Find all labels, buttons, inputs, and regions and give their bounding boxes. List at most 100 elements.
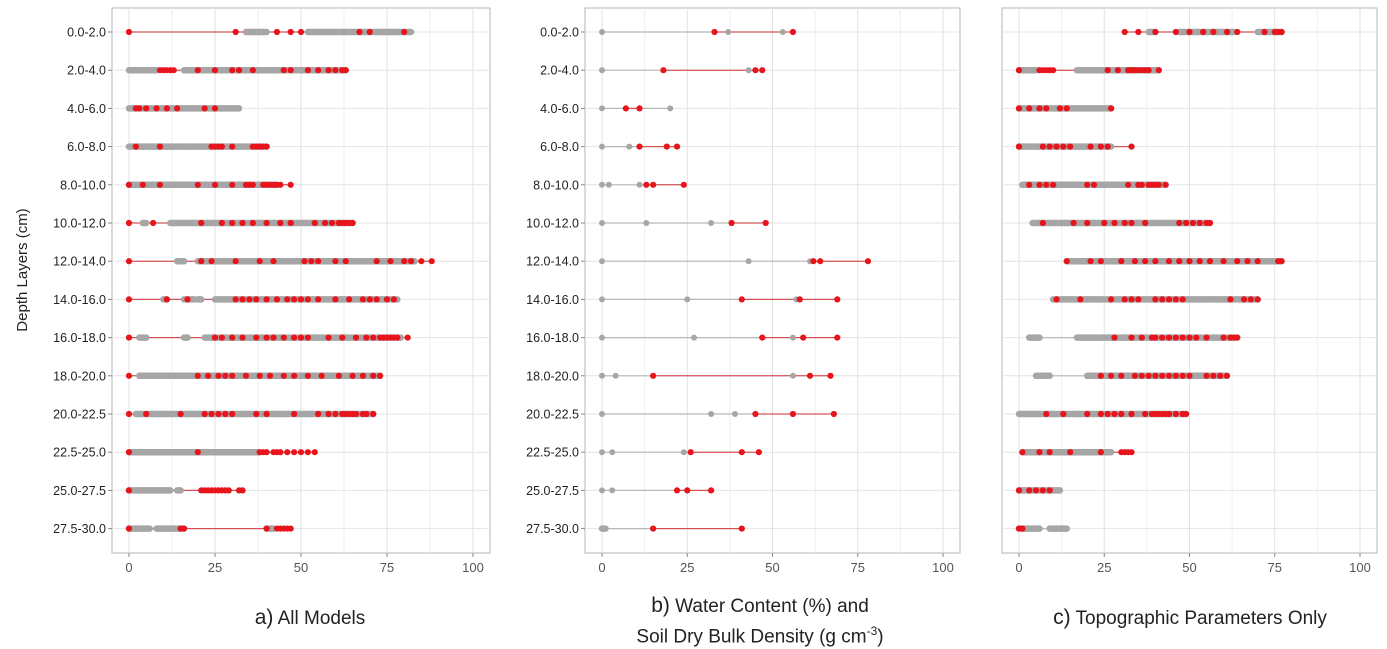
data-point-selected [325,410,332,418]
data-point-selected [263,296,270,303]
data-point-selected [335,372,342,379]
data-point-selected [208,258,215,265]
data-point-selected [304,296,311,303]
data-point-selected [242,372,250,379]
data-point-selected [1101,219,1108,227]
data-point-selected [1165,372,1173,379]
data-point-other [144,525,151,532]
data-point-selected [177,410,184,418]
data-point-selected [1063,258,1070,265]
data-point-selected [636,105,643,112]
data-point-selected [308,258,315,265]
data-point-selected [752,67,759,74]
data-point-selected [1200,28,1207,36]
data-point-other [142,220,149,226]
data-point-other [1035,334,1042,341]
data-point-other [599,411,605,417]
data-point-selected [287,219,294,227]
data-point-selected [211,105,219,112]
data-point-selected [315,410,322,418]
data-point-selected [328,219,336,227]
caption-c-text: Topographic Parameters Only [1075,608,1327,629]
data-point-selected [270,334,277,341]
panel-c-x-tick-label: 75 [1268,560,1282,575]
data-point-selected [125,410,133,418]
data-point-selected [225,487,232,494]
data-point-selected [297,296,305,303]
data-point-selected [1165,296,1173,303]
data-point-selected [222,372,229,379]
data-point-selected [318,372,325,379]
data-point-other [708,411,715,417]
data-point-other [599,296,605,303]
caption-a-prefix: a) [254,606,274,629]
data-point-selected [1015,487,1023,494]
data-point-selected [401,258,408,265]
data-point-selected [1172,372,1179,379]
data-point-selected [249,219,256,227]
data-point-selected [1165,258,1173,265]
data-point-other [599,181,605,188]
data-point-selected [650,372,657,379]
data-point-selected [363,334,370,341]
data-point-selected [708,487,715,494]
data-point-selected [143,105,150,112]
data-point-other [745,258,752,265]
data-point-selected [125,28,133,36]
data-point-selected [1142,219,1149,227]
panel-a-y-tick-label: 0.0-2.0 [67,26,106,40]
data-point-selected [1107,105,1115,112]
panel-a-x-tick-label: 75 [380,560,394,575]
data-point-selected [239,296,246,303]
data-point-selected [1203,334,1210,341]
data-point-other [708,220,715,226]
data-point-selected [370,410,377,418]
data-point-selected [1026,181,1033,188]
data-point-selected [752,410,759,418]
data-point-selected [277,219,284,227]
data-point-selected [297,449,305,456]
caption-c-prefix: c) [1053,606,1071,629]
data-point-selected [239,334,246,341]
data-point-selected [1063,105,1070,112]
data-point-selected [394,334,401,341]
data-point-other [407,29,414,35]
data-point-selected [156,143,164,150]
data-point-selected [1043,181,1050,188]
data-point-selected [263,449,270,456]
data-point-selected [156,181,164,188]
data-point-selected [1206,219,1214,227]
data-point-selected [280,334,287,341]
data-point-selected [315,258,322,265]
data-point-selected [1128,449,1135,456]
data-point-other [261,29,268,35]
data-point-selected [198,258,205,265]
data-point-selected [287,28,294,36]
data-point-selected [1186,258,1193,265]
panel-a-x-tick-label: 25 [208,560,222,575]
panel-b-y-tick-label: 2.0-4.0 [540,64,579,78]
data-point-selected [1278,28,1285,36]
data-point-selected [287,181,294,188]
data-point-selected [366,28,373,36]
panel-a-y-tick-label: 12.0-14.0 [53,255,106,269]
data-point-selected [149,219,157,227]
data-point-selected [789,28,797,36]
data-point-selected [291,334,298,341]
data-point-other [684,296,691,303]
data-point-selected [1107,372,1115,379]
panel-a-y-tick-label: 18.0-20.0 [53,369,106,383]
data-point-selected [1050,67,1057,74]
data-point-selected [387,258,394,265]
data-point-selected [1046,449,1053,456]
panel-b-x-tick-label: 100 [932,560,954,575]
data-point-other [789,372,796,379]
panel-b-y-tick-label: 4.0-6.0 [540,102,579,116]
data-point-selected [256,258,263,265]
data-point-selected [370,372,377,379]
data-point-selected [287,525,294,532]
data-point-selected [1142,410,1149,418]
data-point-selected [762,219,769,227]
data-point-selected [136,105,143,112]
data-point-selected [125,525,133,532]
